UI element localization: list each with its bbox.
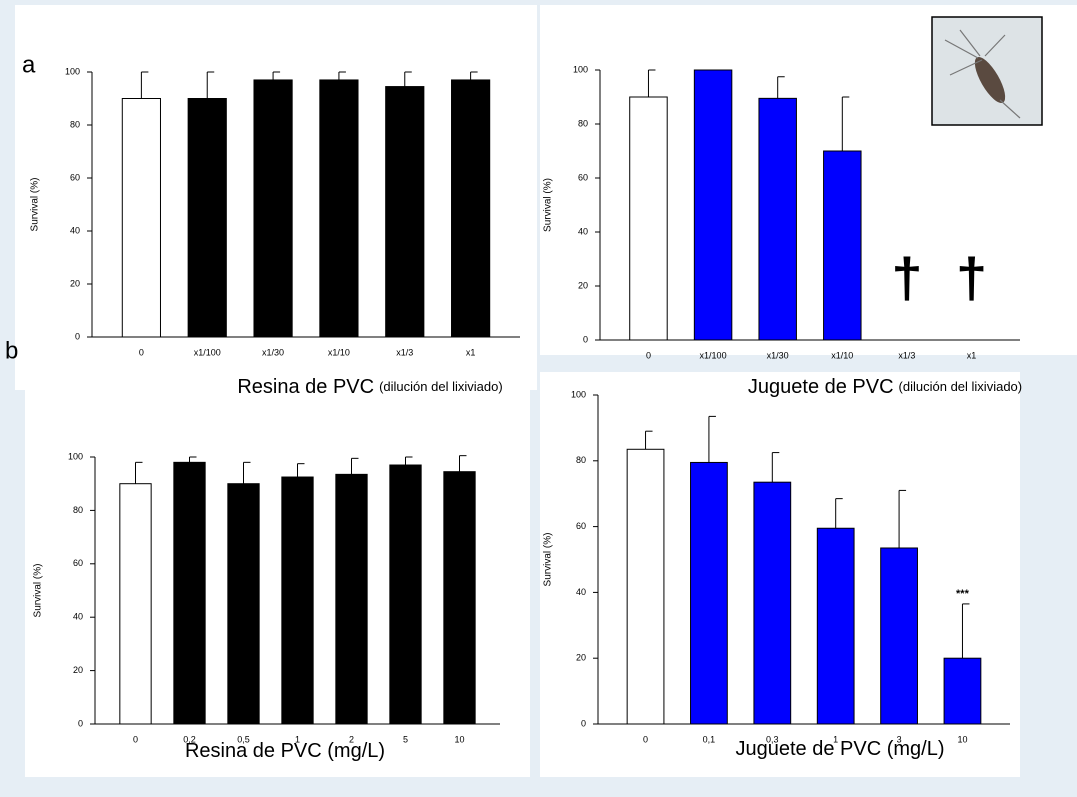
y-tick-label: 0: [78, 718, 83, 728]
x-tick-label: 3: [897, 734, 902, 744]
y-tick-label: 80: [70, 119, 80, 129]
bar: [880, 547, 918, 725]
x-tick-label: 0,3: [766, 734, 779, 744]
bar: [451, 79, 491, 338]
bar: [227, 483, 260, 725]
y-tick-label: 20: [576, 653, 586, 663]
bar: [443, 471, 476, 725]
x-tick-label: 5: [403, 734, 408, 744]
x-axis-label-main: Juguete de PVC: [748, 376, 894, 398]
x-tick-label: 0,5: [237, 734, 250, 744]
y-tick-label: 40: [73, 612, 83, 622]
panel-label: b: [5, 337, 18, 364]
x-tick-label: 1: [833, 734, 838, 744]
y-tick-label: 100: [68, 451, 83, 461]
x-tick-label: 0,2: [183, 734, 196, 744]
bar: [385, 86, 425, 338]
bar: [253, 79, 293, 338]
bar: [319, 79, 359, 338]
annotation: †: [956, 246, 987, 309]
bar: [823, 150, 862, 341]
x-axis-label-note: (dilución del lixiviado): [899, 379, 1023, 394]
bar: [753, 481, 792, 725]
y-tick-label: 0: [75, 331, 80, 341]
x-tick-label: 0,1: [703, 734, 716, 744]
y-tick-label: 60: [73, 558, 83, 568]
x-axis-label: Juguete de PVC (mg/L): [736, 738, 945, 760]
x-tick-label: 0: [643, 734, 648, 744]
x-axis-label: Juguete de PVC (dilución del lixiviado): [748, 376, 1022, 398]
y-axis-label: Survival (%): [30, 178, 41, 232]
annotation: ***: [956, 588, 970, 600]
x-tick-label: x1/30: [262, 347, 284, 357]
y-tick-label: 100: [65, 66, 80, 76]
x-tick-label: x1/3: [396, 347, 413, 357]
bar: [335, 473, 368, 725]
bar: [943, 657, 982, 725]
x-tick-label: x1/10: [831, 350, 853, 360]
annotation: †: [891, 246, 922, 309]
x-tick-label: x1: [466, 347, 476, 357]
x-tick-label: 0: [646, 350, 651, 360]
x-tick-label: 10: [454, 734, 464, 744]
bar: [693, 69, 733, 341]
bar: [121, 98, 161, 338]
x-tick-label: x1/100: [194, 347, 221, 357]
y-axis-label: Survival (%): [543, 533, 554, 587]
x-axis-label: Resina de PVC (mg/L): [185, 740, 385, 762]
x-tick-label: 2: [349, 734, 354, 744]
y-tick-label: 0: [583, 334, 588, 344]
y-tick-label: 40: [70, 225, 80, 235]
y-tick-label: 60: [578, 172, 588, 182]
x-tick-label: x1/3: [898, 350, 915, 360]
y-tick-label: 80: [578, 118, 588, 128]
x-axis-label-main: Resina de PVC (mg/L): [185, 740, 385, 762]
y-tick-label: 40: [578, 226, 588, 236]
y-axis-label: Survival (%): [33, 564, 44, 618]
bar: [173, 461, 206, 725]
bar: [690, 461, 728, 725]
y-tick-label: 20: [578, 280, 588, 290]
y-tick-label: 60: [576, 521, 586, 531]
y-tick-label: 20: [70, 278, 80, 288]
y-tick-label: 100: [571, 389, 586, 399]
x-tick-label: x1/30: [767, 350, 789, 360]
x-tick-label: x1/100: [700, 350, 727, 360]
bar: [629, 96, 668, 341]
y-tick-label: 60: [70, 172, 80, 182]
bar: [281, 476, 314, 725]
y-axis-label: Survival (%): [543, 178, 554, 232]
bar: [626, 448, 665, 725]
bar: [816, 527, 855, 725]
bar: [119, 483, 152, 725]
bar: [758, 97, 797, 341]
y-tick-label: 80: [73, 505, 83, 515]
x-tick-label: 0: [133, 734, 138, 744]
x-axis-label-main: Resina de PVC: [237, 376, 374, 398]
bar: [187, 98, 227, 338]
x-tick-label: x1/10: [328, 347, 350, 357]
x-tick-label: 1: [295, 734, 300, 744]
y-tick-label: 20: [73, 665, 83, 675]
x-tick-label: x1: [967, 350, 977, 360]
y-tick-label: 40: [576, 587, 586, 597]
x-axis-label: Resina de PVC (dilución del lixiviado): [237, 376, 502, 398]
y-tick-label: 0: [581, 718, 586, 728]
panel-label: a: [22, 51, 36, 78]
inset-photo: [931, 16, 1043, 126]
x-tick-label: 10: [957, 734, 967, 744]
y-tick-label: 100: [573, 64, 588, 74]
x-axis-label-note: (dilución del lixiviado): [379, 379, 503, 394]
x-axis-label-main: Juguete de PVC (mg/L): [736, 738, 945, 760]
y-tick-label: 80: [576, 455, 586, 465]
x-tick-label: 0: [139, 347, 144, 357]
bar: [389, 464, 422, 725]
